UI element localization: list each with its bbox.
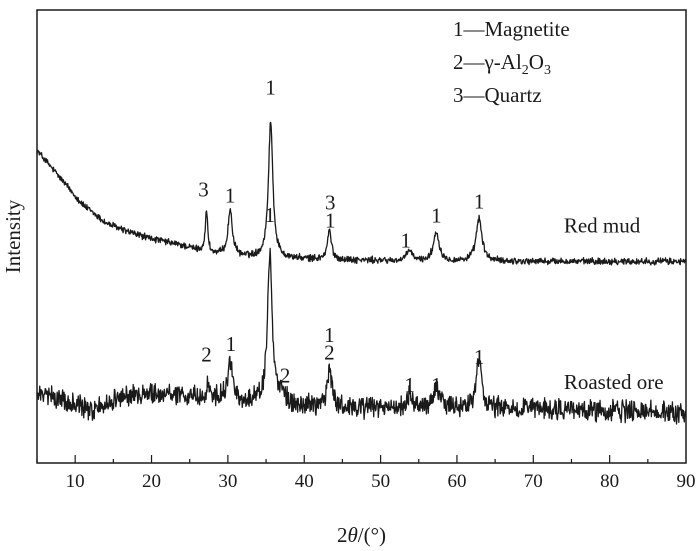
peak-label: 2 <box>280 363 291 387</box>
peak-label: 1 <box>226 332 237 356</box>
x-tick-label: 50 <box>371 471 390 492</box>
x-axis-label-prefix: 2 <box>337 523 348 547</box>
series-labels: Red mud Roasted ore <box>564 213 664 394</box>
x-tick-label: 40 <box>295 471 314 492</box>
y-axis-label: Intensity <box>1 199 25 273</box>
peak-label: 1 <box>404 373 415 397</box>
series-label-1: Roasted ore <box>564 370 664 394</box>
x-tick-label: 10 <box>66 471 85 492</box>
x-axis-label-unit: /(°) <box>358 523 386 547</box>
x-ticks: 10 20 30 40 50 60 70 80 90 <box>36 455 696 492</box>
x-axis-label: 2θ/(°) <box>337 523 386 547</box>
x-tick-label: 30 <box>218 471 237 492</box>
series-line-1 <box>36 247 687 425</box>
peak-label: 3 <box>198 178 209 202</box>
peak-label: 1 <box>225 184 236 208</box>
legend: 1—Magnetite 2—γ-Al2O3 3—Quartz <box>453 17 570 107</box>
x-tick-label: 60 <box>447 471 466 492</box>
peak-label: 2 <box>201 343 212 367</box>
peak-label: 3 <box>325 190 336 214</box>
x-tick-label: 70 <box>524 471 543 492</box>
x-tick-label: 90 <box>677 471 696 492</box>
peak-label: 2 <box>324 341 335 365</box>
peak-label: 1 <box>401 228 412 252</box>
x-tick-label: 80 <box>600 471 619 492</box>
peak-label: 1 <box>265 75 276 99</box>
peak-label: 1 <box>324 323 335 347</box>
peak-label: 1 <box>431 373 442 397</box>
x-axis-label-theta: θ <box>347 523 357 547</box>
peak-label: 1 <box>431 203 442 227</box>
peak-label: 1 <box>325 208 336 232</box>
peak-label: 1 <box>474 189 485 213</box>
series-label-0: Red mud <box>564 213 641 237</box>
plot-lines <box>36 121 687 425</box>
peak-label: 1 <box>265 203 276 227</box>
legend-entry-2: 2—γ-Al2O3 <box>453 50 551 78</box>
legend-entry-1: 1—Magnetite <box>453 17 570 41</box>
series-line-0 <box>36 121 687 266</box>
peak-label: 1 <box>474 345 485 369</box>
plot-frame <box>36 9 687 464</box>
x-tick-label: 20 <box>142 471 161 492</box>
legend-entry-3: 3—Quartz <box>453 83 542 107</box>
